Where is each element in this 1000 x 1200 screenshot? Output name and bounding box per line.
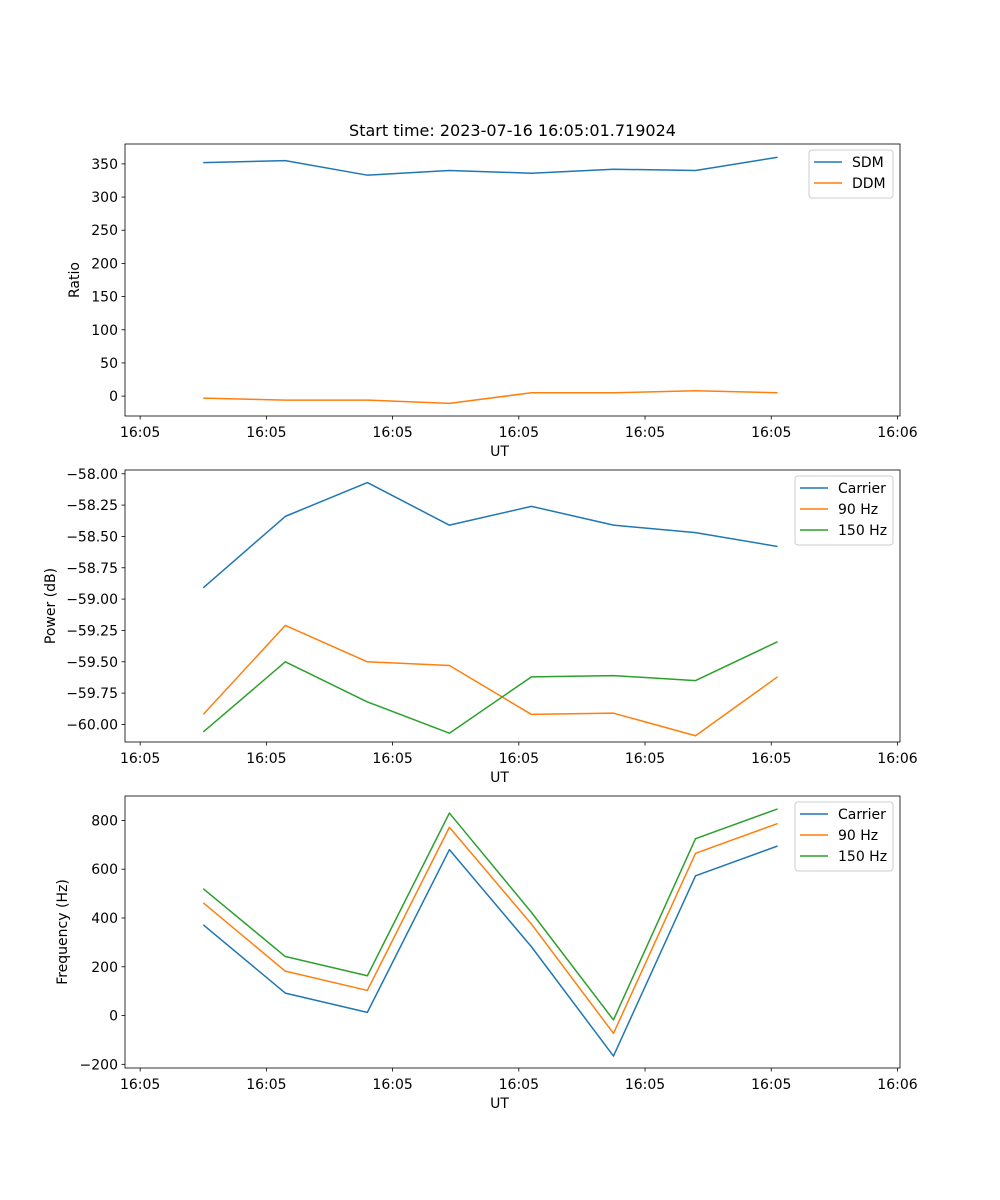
x-tick-label: 16:05 (372, 425, 412, 441)
series-line-carrier (202, 481, 778, 589)
y-tick-label: −59.75 (66, 686, 118, 702)
legend-label: 90 Hz (838, 828, 878, 844)
axes-frame (124, 143, 901, 417)
x-tick-label: 16:05 (120, 1077, 160, 1093)
y-tick-label: 150 (91, 290, 118, 306)
y-tick-label: 200 (91, 256, 118, 272)
x-tick-label: 16:05 (625, 751, 665, 767)
x-tick-label: 16:05 (625, 1077, 665, 1093)
series-line-90-hz (202, 624, 779, 737)
legend: SDM DDM (808, 149, 894, 199)
y-axis-label: Power (dB) (43, 568, 59, 644)
x-tick-label: 16:06 (877, 425, 917, 441)
x-tick-label: 16:06 (877, 1077, 917, 1093)
chart-panel-1: 16:05 16:05 16:05 16:05 16:05 16:05 16:06 0 50 10… (67, 143, 918, 460)
x-tick-label: 16:05 (499, 751, 539, 767)
y-axis-label: Frequency (Hz) (55, 879, 71, 985)
y-tick-label: 100 (91, 323, 118, 339)
x-tick-label: 16:05 (246, 751, 286, 767)
legend-box (794, 475, 894, 546)
y-tick-label: −58.50 (66, 529, 118, 545)
y-tick-label: 600 (91, 862, 118, 878)
y-tick-label: −58.75 (66, 561, 118, 577)
x-tick-label: 16:05 (499, 425, 539, 441)
legend: Carrier 90 Hz 150 Hz (794, 801, 894, 872)
y-tick-label: −59.00 (66, 592, 118, 608)
x-axis-label: UT (490, 444, 509, 460)
x-tick-label: 16:05 (120, 751, 160, 767)
charts-container: 16:05 16:05 16:05 16:05 16:05 16:05 16:06 0 50 10… (43, 143, 918, 1112)
y-tick-label: 300 (91, 190, 118, 206)
axes-frame (124, 795, 901, 1069)
x-tick-label: 16:05 (372, 1077, 412, 1093)
chart-title: Start time: 2023-07-16 16:05:01.719024 (349, 121, 676, 140)
y-tick-label: −200 (80, 1057, 118, 1073)
series-line-ddm (203, 390, 778, 405)
y-tick-label: 0 (109, 1009, 118, 1025)
y-tick-label: −60.00 (66, 717, 118, 733)
y-tick-label: 400 (91, 911, 118, 927)
chart-panel-3: 16:05 16:05 16:05 16:05 16:05 16:05 16:06 −200 0… (55, 795, 918, 1112)
x-tick-label: 16:05 (372, 751, 412, 767)
series-line-sdm (203, 156, 778, 176)
legend-label: 90 Hz (838, 502, 878, 518)
y-tick-label: −59.50 (66, 655, 118, 671)
chart-panel-2: 16:05 16:05 16:05 16:05 16:05 16:05 16:06 −60.0… (43, 467, 918, 786)
y-axis-label: Ratio (67, 262, 83, 298)
series-line-90-hz (202, 822, 778, 1035)
x-tick-label: 16:05 (246, 1077, 286, 1093)
x-tick-label: 16:05 (499, 1077, 539, 1093)
x-tick-label: 16:05 (625, 425, 665, 441)
series-line-150-hz (202, 641, 778, 734)
series-line-150-hz (202, 808, 778, 1021)
series-line-carrier (202, 845, 778, 1057)
legend-label: 150 Hz (838, 523, 887, 539)
axes-frame (124, 469, 901, 743)
x-tick-label: 16:05 (120, 425, 160, 441)
y-tick-label: 350 (91, 157, 118, 173)
y-tick-label: −59.25 (66, 623, 118, 639)
legend-label: SDM (852, 155, 884, 171)
y-tick-label: −58.25 (66, 498, 118, 514)
x-tick-label: 16:05 (751, 751, 791, 767)
x-tick-label: 16:06 (877, 751, 917, 767)
legend-box (794, 801, 894, 872)
y-tick-label: 800 (91, 813, 118, 829)
legend-label: Carrier (838, 481, 886, 497)
legend-label: 150 Hz (838, 849, 887, 865)
x-tick-label: 16:05 (751, 425, 791, 441)
legend-label: DDM (852, 176, 886, 192)
y-tick-label: 200 (91, 960, 118, 976)
x-axis-label: UT (490, 770, 509, 786)
y-tick-label: 250 (91, 223, 118, 239)
legend: Carrier 90 Hz 150 Hz (794, 475, 894, 546)
y-tick-label: 0 (109, 389, 118, 405)
x-tick-label: 16:05 (751, 1077, 791, 1093)
legend-label: Carrier (838, 807, 886, 823)
y-tick-label: 50 (100, 356, 118, 372)
x-axis-label: UT (490, 1096, 509, 1112)
x-tick-label: 16:05 (246, 425, 286, 441)
y-tick-label: −58.00 (66, 467, 118, 483)
